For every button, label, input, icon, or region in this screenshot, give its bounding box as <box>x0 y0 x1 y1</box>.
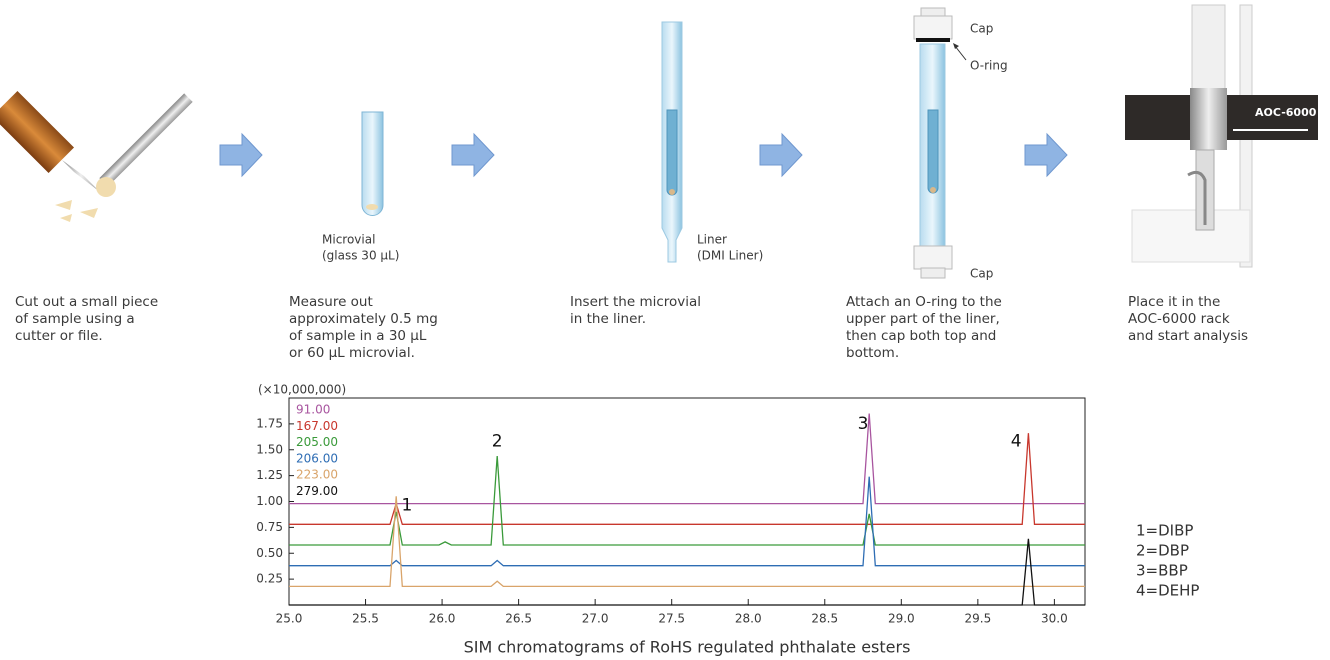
liner-label: Liner <box>697 233 727 247</box>
step-caption: bottom. <box>846 345 899 361</box>
step-caption: cutter or file. <box>15 328 103 344</box>
trace <box>289 476 1085 567</box>
aoc-label: AOC-6000 <box>1255 106 1317 119</box>
peak-number: 3 <box>858 414 869 434</box>
step-caption: or 60 µL microvial. <box>289 345 415 361</box>
legend-entry: 167.00 <box>296 419 338 433</box>
legend-entry: 223.00 <box>296 468 338 482</box>
microvial-illustration <box>361 111 384 216</box>
step-arrows <box>219 132 1068 178</box>
peak-number: 1 <box>401 496 412 516</box>
trace <box>289 538 1085 606</box>
step-caption: upper part of the liner, <box>846 311 1000 327</box>
cap-label: Cap <box>970 22 993 36</box>
step-caption: and start analysis <box>1128 328 1248 344</box>
peak-legend: 3=BBP <box>1136 562 1188 580</box>
y-tick-label: 0.50 <box>256 546 283 560</box>
y-tick-label: 1.50 <box>256 442 283 456</box>
liner-label: (DMI Liner) <box>697 249 763 263</box>
x-tick-label: 29.0 <box>888 612 915 626</box>
y-tick-label: 1.75 <box>256 416 283 430</box>
microvial-label: Microvial <box>322 233 375 247</box>
peak-number: 4 <box>1011 431 1022 451</box>
peak-legend: 4=DEHP <box>1136 582 1199 600</box>
y-unit-label: (×10,000,000) <box>258 383 346 397</box>
capped-liner-illustration <box>913 7 967 279</box>
x-tick-label: 28.0 <box>735 612 762 626</box>
peak-legend: 1=DIBP <box>1136 522 1193 540</box>
step-caption: then cap both top and <box>846 328 996 344</box>
step-caption: Place it in the <box>1128 294 1220 310</box>
legend-entry: 279.00 <box>296 484 338 498</box>
y-tick-label: 0.25 <box>256 572 283 586</box>
step-caption: of sample in a 30 µL <box>289 328 427 344</box>
step-caption: Attach an O-ring to the <box>846 294 1002 310</box>
x-tick-label: 27.5 <box>658 612 685 626</box>
x-tick-label: 29.5 <box>964 612 991 626</box>
y-tick-label: 0.75 <box>256 520 283 534</box>
step-caption: Insert the microvial <box>570 294 701 310</box>
step-caption: of sample using a <box>15 311 135 327</box>
trace <box>289 413 1085 505</box>
step-caption: approximately 0.5 mg <box>289 311 438 327</box>
x-tick-label: 25.0 <box>276 612 303 626</box>
x-tick-label: 30.0 <box>1041 612 1068 626</box>
step-caption: Cut out a small piece <box>15 294 158 310</box>
x-tick-label: 28.5 <box>811 612 838 626</box>
step-caption: AOC-6000 rack <box>1128 311 1230 327</box>
legend-entry: 205.00 <box>296 435 338 449</box>
microvial-label: (glass 30 µL) <box>322 249 399 263</box>
y-tick-label: 1.25 <box>256 468 283 482</box>
x-tick-label: 25.5 <box>352 612 379 626</box>
peak-number: 2 <box>492 431 503 451</box>
cap-label: Cap <box>970 267 993 281</box>
legend-entry: 206.00 <box>296 451 338 465</box>
peak-legend: 2=DBP <box>1136 542 1189 560</box>
chart-caption: SIM chromatograms of RoHS regulated phth… <box>464 638 911 657</box>
trace <box>289 433 1085 525</box>
step-caption: in the liner. <box>570 311 646 327</box>
x-tick-label: 26.0 <box>429 612 456 626</box>
y-tick-label: 1.00 <box>256 494 283 508</box>
cutter-illustration <box>0 90 193 222</box>
chromatogram: (×10,000,000) 0.25 0.50 0.75 1.00 1.25 1.50 1.7… <box>256 383 1199 657</box>
trace <box>289 496 1085 588</box>
step-caption: Measure out <box>289 294 373 310</box>
o-ring-label: O-ring <box>970 59 1008 73</box>
autosampler-illustration <box>1125 4 1318 268</box>
liner-illustration <box>661 21 683 263</box>
x-tick-label: 26.5 <box>505 612 532 626</box>
x-tick-label: 27.0 <box>582 612 609 626</box>
legend-entry: 91.00 <box>296 403 330 417</box>
